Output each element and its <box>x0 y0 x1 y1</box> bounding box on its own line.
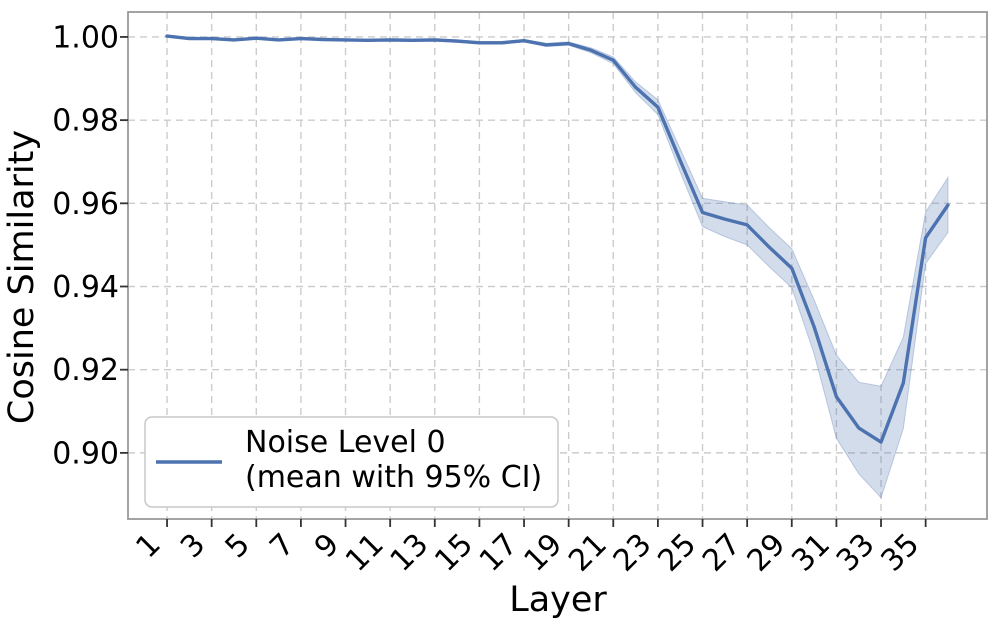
y-tick-labels: 1.00 0.98 0.96 0.94 0.92 0.90 <box>52 20 119 471</box>
x-tick-label: 3 <box>174 527 212 565</box>
x-tick-label: 19 <box>518 527 570 579</box>
x-tick-label: 21 <box>562 527 614 579</box>
x-tick-label: 33 <box>830 527 882 579</box>
x-tick-label: 35 <box>875 527 927 579</box>
x-tick-label: 23 <box>607 527 659 579</box>
x-tick-label: 11 <box>339 527 391 579</box>
x-tick-label: 31 <box>785 527 837 579</box>
y-tick-label: 0.98 <box>52 104 119 139</box>
plot-border <box>127 11 988 520</box>
legend-box <box>144 416 559 508</box>
y-tick-label: 0.94 <box>52 270 119 305</box>
legend-label-line1: Noise Level 0 <box>245 425 446 460</box>
y-tick-label: 0.92 <box>52 353 119 388</box>
grid-lines <box>128 12 987 519</box>
y-tick-label: 0.90 <box>52 436 119 471</box>
x-axis-label: Layer <box>509 580 607 620</box>
x-tick-label: 27 <box>696 527 748 579</box>
mean-line <box>165 34 950 444</box>
x-tick-label: 13 <box>384 527 436 579</box>
x-tick-label: 25 <box>651 527 703 579</box>
x-tick-label: 1 <box>129 527 167 565</box>
x-tick-label: 17 <box>473 527 525 579</box>
legend: Noise Level 0 (mean with 95% CI) <box>144 416 559 508</box>
x-tick-label: 5 <box>219 527 257 565</box>
x-tick-label: 29 <box>741 527 793 579</box>
axis-ticks <box>120 36 927 527</box>
x-tick-label: 15 <box>428 527 480 579</box>
x-tick-label: 9 <box>308 527 346 565</box>
mean-line-path <box>165 34 950 444</box>
y-axis-label: Cosine Similarity <box>2 130 42 424</box>
x-tick-label: 7 <box>263 527 301 565</box>
legend-label-line2: (mean with 95% CI) <box>245 460 542 495</box>
y-tick-label: 0.96 <box>52 187 119 222</box>
y-tick-label: 1.00 <box>52 20 119 55</box>
